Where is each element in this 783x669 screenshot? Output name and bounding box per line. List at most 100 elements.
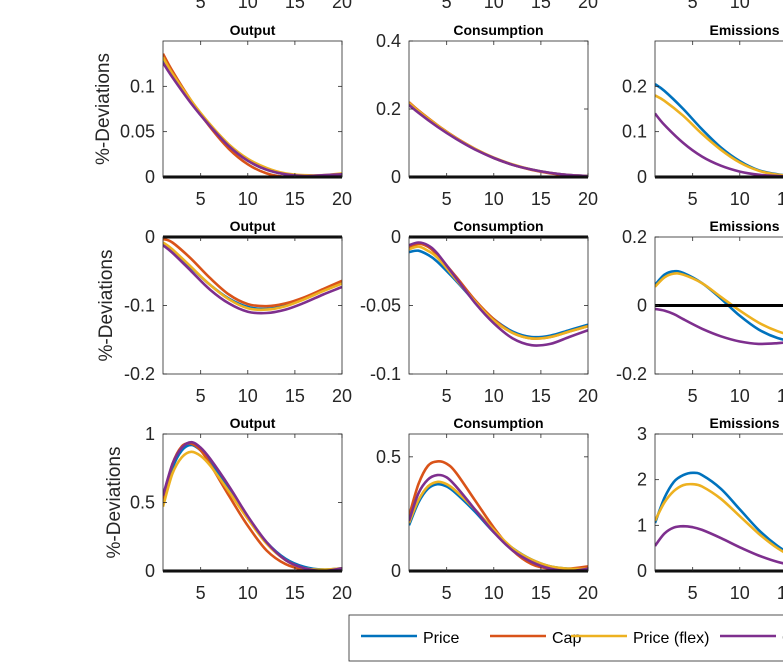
y-tick-label: -0.05 bbox=[360, 296, 401, 316]
top-cut-tick-label: 15 bbox=[531, 0, 551, 12]
x-tick-label: 15 bbox=[531, 583, 551, 603]
x-tick-label: 15 bbox=[285, 189, 305, 209]
y-tick-label: -0.2 bbox=[124, 364, 155, 384]
x-tick-label: 15 bbox=[285, 386, 305, 406]
subplot-title: Consumption bbox=[453, 218, 543, 234]
x-tick-label: 10 bbox=[730, 583, 750, 603]
subplot-title: Output bbox=[230, 218, 276, 234]
y-axis-label: %-Deviations bbox=[93, 53, 114, 165]
x-tick-label: 5 bbox=[442, 583, 452, 603]
top-cut-tick-label: 10 bbox=[484, 0, 504, 12]
subplot-title: Output bbox=[230, 415, 276, 431]
x-tick-label: 10 bbox=[484, 583, 504, 603]
top-cut-tick-label: 5 bbox=[688, 0, 698, 12]
y-tick-label: 2 bbox=[637, 470, 647, 490]
series-line-cap-flex bbox=[655, 112, 783, 177]
top-cut-tick-label: 15 bbox=[285, 0, 305, 12]
y-tick-label: 0 bbox=[145, 561, 155, 581]
x-tick-label: 10 bbox=[238, 386, 258, 406]
axes-box bbox=[654, 433, 783, 572]
series-line-price bbox=[655, 471, 783, 552]
series-line-price-flex bbox=[655, 94, 783, 177]
legend-label: Price bbox=[423, 630, 460, 647]
axes-box bbox=[654, 40, 783, 178]
x-tick-label: 15 bbox=[531, 386, 551, 406]
subplot-title: Consumption bbox=[453, 415, 543, 431]
series-line-cap-flex bbox=[409, 473, 588, 571]
y-tick-label: -0.1 bbox=[370, 364, 401, 384]
y-tick-label: 0 bbox=[391, 561, 401, 581]
x-tick-label: 5 bbox=[688, 189, 698, 209]
series-line-price-flex bbox=[163, 241, 342, 312]
subplot-1-1: 5 10 15 20 0 0.05 0.1 Output bbox=[120, 22, 352, 209]
series-line-cap-flex bbox=[655, 524, 783, 565]
y-axis-label: %-Deviations bbox=[96, 250, 117, 362]
y-tick-label: 0.4 bbox=[376, 31, 401, 51]
legend-box bbox=[348, 614, 783, 662]
y-tick-label: 0 bbox=[391, 227, 401, 247]
x-tick-label: 20 bbox=[332, 583, 352, 603]
y-axis-labels: %-Deviations %-Deviations %-Deviations bbox=[93, 53, 125, 558]
x-tick-label: 15 bbox=[285, 583, 305, 603]
top-cut-tick-labels: 5 10 15 20 5 10 15 20 5 10 bbox=[196, 0, 750, 12]
x-tick-label: 20 bbox=[578, 583, 598, 603]
series-line-price-flex bbox=[655, 272, 783, 335]
y-tick-label: 0.1 bbox=[622, 122, 647, 142]
x-tick-label: 10 bbox=[238, 189, 258, 209]
series-line-cap-flex bbox=[409, 103, 588, 177]
top-cut-tick-label: 5 bbox=[442, 0, 452, 12]
subplot-title: Emissions bbox=[709, 218, 779, 234]
series-line-cap bbox=[163, 237, 342, 308]
y-tick-label: 0 bbox=[145, 227, 155, 247]
x-tick-label: 20 bbox=[578, 189, 598, 209]
x-tick-label: 5 bbox=[688, 386, 698, 406]
y-tick-label: 0.05 bbox=[120, 122, 155, 142]
plot-area bbox=[409, 41, 588, 177]
y-tick-label: 0 bbox=[637, 561, 647, 581]
x-tick-label: 5 bbox=[442, 386, 452, 406]
top-cut-tick-label: 10 bbox=[730, 0, 750, 12]
y-tick-label: 3 bbox=[637, 424, 647, 444]
subplot-2-2: 5 10 15 20 -0.1 -0.05 0 Consumption bbox=[360, 218, 598, 406]
x-tick-label: 15 bbox=[777, 583, 783, 603]
top-cut-tick-label: 20 bbox=[332, 0, 352, 12]
subplot-3-1: 5 10 15 20 0 0.5 1 Output bbox=[130, 415, 352, 603]
x-tick-label: 5 bbox=[196, 583, 206, 603]
plot-area bbox=[163, 41, 342, 177]
subplot-2-1: 5 10 15 20 -0.2 -0.1 0 Output bbox=[124, 218, 352, 406]
top-cut-tick-label: 20 bbox=[578, 0, 598, 12]
y-axis-label: %-Deviations bbox=[104, 447, 125, 559]
top-cut-tick-label: 10 bbox=[238, 0, 258, 12]
subplot-title: Emissions bbox=[709, 22, 779, 38]
y-tick-label: 0 bbox=[391, 167, 401, 187]
plot-area bbox=[409, 434, 588, 571]
y-tick-label: 0.2 bbox=[622, 76, 647, 96]
legend-entry: Cap bbox=[490, 630, 581, 647]
legend-label: Price (flex) bbox=[633, 630, 709, 647]
y-tick-label: 0 bbox=[637, 296, 647, 316]
x-tick-label: 20 bbox=[332, 386, 352, 406]
x-tick-label: 20 bbox=[332, 189, 352, 209]
series-line-cap-flex bbox=[409, 241, 588, 347]
subplot-title: Emissions bbox=[709, 415, 779, 431]
series-line-price bbox=[163, 443, 342, 571]
x-tick-label: 15 bbox=[777, 386, 783, 406]
subplot-title: Output bbox=[230, 22, 276, 38]
y-tick-label: -0.2 bbox=[616, 364, 647, 384]
y-tick-label: -0.1 bbox=[124, 296, 155, 316]
x-tick-label: 10 bbox=[484, 386, 504, 406]
subplot-1-2: 5 10 15 20 0 0.2 0.4 Consumption bbox=[376, 22, 598, 209]
y-tick-label: 0.5 bbox=[376, 447, 401, 467]
x-tick-label: 5 bbox=[688, 583, 698, 603]
x-tick-label: 5 bbox=[442, 189, 452, 209]
x-tick-label: 5 bbox=[196, 386, 206, 406]
series-line-cap-flex bbox=[163, 244, 342, 315]
series-line-cap-flex bbox=[655, 307, 783, 346]
x-tick-label: 10 bbox=[238, 583, 258, 603]
series-line-price-flex bbox=[409, 245, 588, 340]
x-tick-label: 10 bbox=[730, 386, 750, 406]
y-tick-label: 0.2 bbox=[622, 227, 647, 247]
